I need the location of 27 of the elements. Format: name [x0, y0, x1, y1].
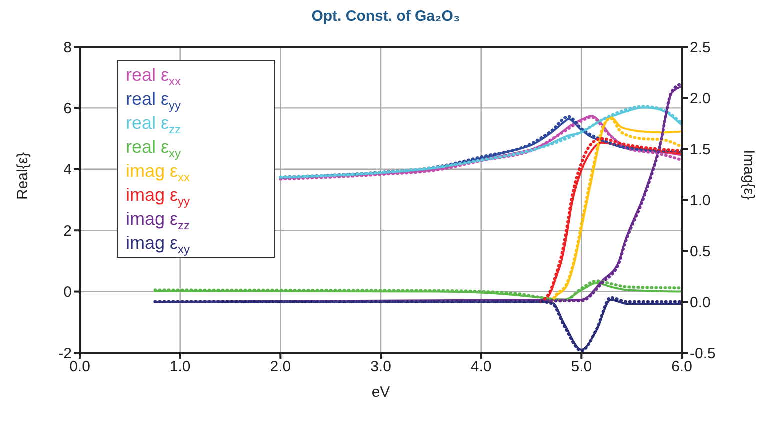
x-tick-label: 4.0 [470, 358, 492, 376]
y-tick-label: 6 [64, 100, 72, 118]
x-tick-label: 0.0 [70, 358, 90, 376]
y2-axis-title: Imag{ε} [740, 150, 758, 200]
x-tick-label: 5.0 [571, 358, 592, 376]
line-series [540, 137, 682, 304]
chart-title: Opt. Const. of Ga₂O₃ [310, 8, 462, 27]
y-tick-label: -2 [58, 345, 72, 362]
line-series [550, 116, 682, 304]
y2-tick-label: 1.5 [690, 141, 711, 158]
y2-tick-label: 0.5 [690, 243, 711, 260]
x-tick-label: 1.0 [170, 358, 191, 376]
legend-box: real ε$_{xx}$ real ε$_{yy}$ real ε$_{zz}$ real ε$_{xy}$ imag ε$_{xx}$ imag ε$_{yy}$ imag ε$_{zz}$ imag ε$_{xy}$ [117, 60, 275, 258]
x-tick-label: 2.0 [270, 358, 292, 376]
x-tick-label: 3.0 [370, 358, 392, 376]
y2-tick-label: 1.0 [690, 192, 711, 210]
y-tick-label: 0 [64, 284, 72, 302]
y2-tick-label: -0.5 [690, 345, 716, 362]
x-tick-label: 6.0 [672, 358, 692, 376]
y2-tick-label: 2.5 [690, 39, 711, 56]
y-axis-title: Real{ε} [14, 152, 32, 200]
x-axis-title: eV [372, 384, 390, 401]
y2-tick-label: 2.0 [690, 90, 711, 108]
y-tick-label: 4 [64, 162, 72, 179]
y-tick-label: 8 [64, 39, 72, 56]
y-tick-label: 2 [64, 222, 72, 240]
y2-tick-label: 0.0 [690, 294, 711, 312]
